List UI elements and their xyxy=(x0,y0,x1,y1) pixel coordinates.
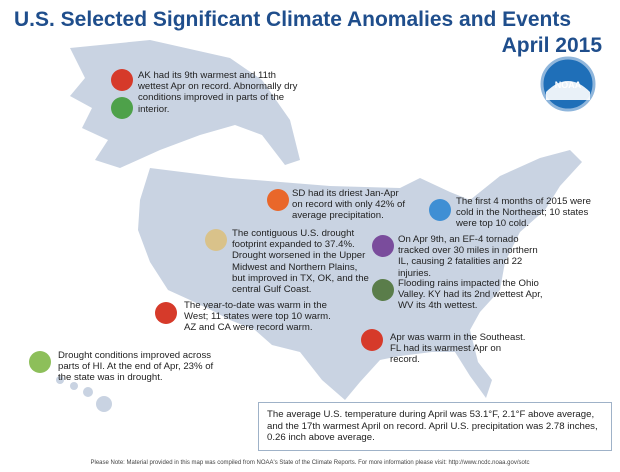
event-text: The contiguous U.S. drought footprint ex… xyxy=(232,228,369,296)
event-text: Flooding rains impacted the Ohio Valley.… xyxy=(398,278,543,312)
footnote: Please Note: Material provided in this m… xyxy=(90,460,530,466)
event-text: The first 4 months of 2015 were cold in … xyxy=(456,196,591,230)
subtitle: April 2015 xyxy=(501,34,602,57)
summary-box: The average U.S. temperature during Apri… xyxy=(258,402,612,451)
event-text: Drought conditions improved across parts… xyxy=(58,350,214,384)
title: U.S. Selected Significant Climate Anomal… xyxy=(14,8,572,31)
event-icons xyxy=(29,69,451,373)
event-text: The year-to-date was warm in the West; 1… xyxy=(184,300,331,334)
event-text: AK had its 9th warmest and 11th wettest … xyxy=(138,70,298,115)
event-text: On Apr 9th, an EF-4 tornado tracked over… xyxy=(398,234,538,279)
contiguous-us xyxy=(138,150,582,400)
noaa-logo: NOAA xyxy=(540,56,596,112)
event-text: SD had its driest Jan-Apr on record with… xyxy=(292,188,406,222)
hawaii xyxy=(56,376,112,412)
logo-text: NOAA xyxy=(555,80,582,90)
event-text: Apr was warm in the Southeast. FL had it… xyxy=(390,332,526,366)
